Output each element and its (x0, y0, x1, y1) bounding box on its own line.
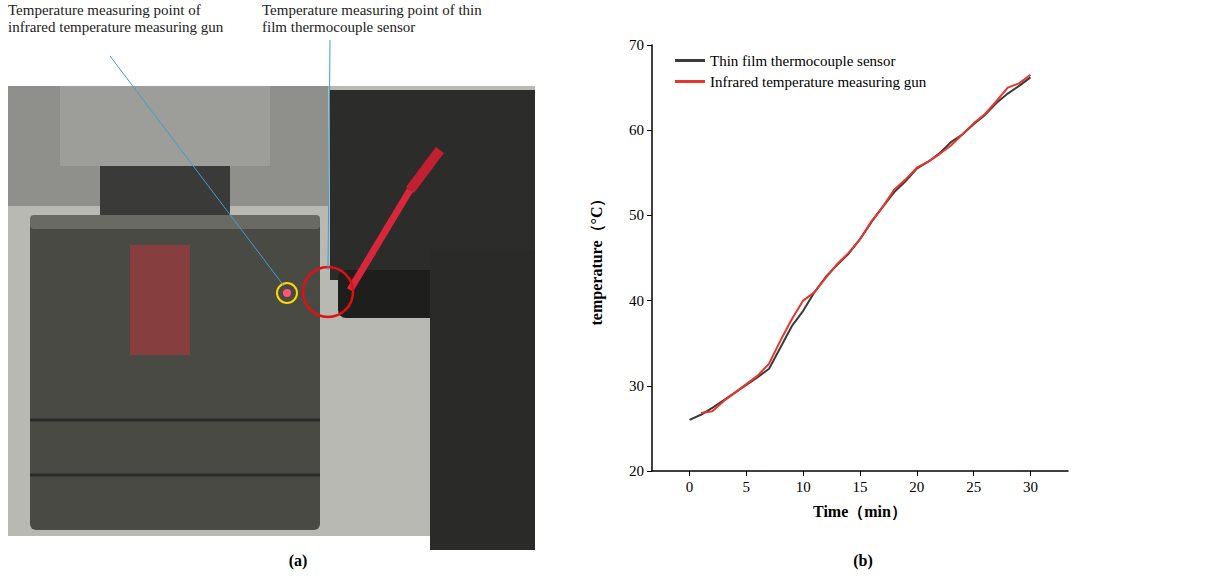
svg-text:70: 70 (629, 37, 644, 53)
svg-text:25: 25 (966, 479, 981, 495)
svg-text:Thin film thermocouple sensor: Thin film thermocouple sensor (710, 53, 895, 69)
html-text:Temperature measuring point of: Temperature measuring point of thin film… (262, 2, 482, 35)
svg-text:30: 30 (629, 378, 644, 394)
svg-text:Infrared temperature measuring: Infrared temperature measuring gun (710, 74, 927, 90)
svg-text:20: 20 (909, 479, 924, 495)
svg-text:40: 40 (629, 293, 644, 309)
svg-text:Time（min）: Time（min） (813, 503, 907, 521)
svg-text:30: 30 (1023, 479, 1038, 495)
svg-text:50: 50 (629, 207, 644, 223)
svg-text:15: 15 (853, 479, 868, 495)
svg-text:60: 60 (629, 122, 644, 138)
html-text:Temperature measuring point of: Temperature measuring point of infrared … (8, 2, 224, 35)
svg-text:0: 0 (686, 479, 694, 495)
svg-text:10: 10 (796, 479, 811, 495)
svg-text:20: 20 (629, 463, 644, 479)
html-text:(a): (a) (288, 552, 308, 569)
svg-text:5: 5 (743, 479, 751, 495)
html-text:(b): (b) (853, 552, 873, 569)
svg-text:temperature（°C）: temperature（°C） (588, 191, 606, 326)
